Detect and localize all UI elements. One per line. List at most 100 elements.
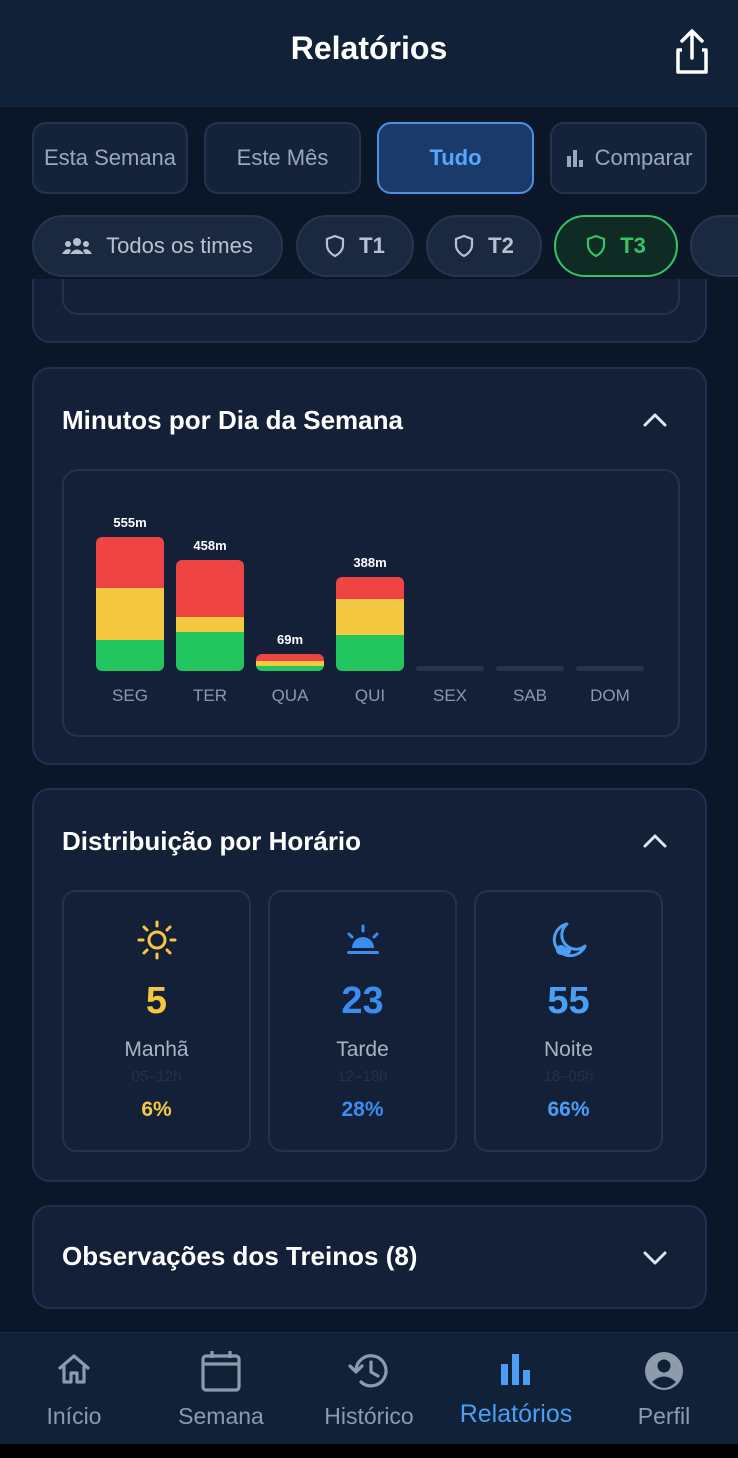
- day-label: DOM: [590, 686, 630, 705]
- history-icon: [348, 1354, 388, 1388]
- previous-card: [32, 279, 707, 343]
- nav-label: Semana: [178, 1403, 264, 1429]
- profile-icon: [645, 1352, 683, 1390]
- bar-segment: [336, 599, 404, 635]
- bar-segment: [176, 617, 244, 633]
- slot-count: 23: [341, 980, 384, 1022]
- slot-name: Noite: [543, 1038, 594, 1061]
- nav-label: Histórico: [324, 1403, 414, 1429]
- nav-historico[interactable]: Histórico: [295, 1333, 443, 1445]
- slot-count: 55: [547, 980, 590, 1022]
- bar-empty: [576, 666, 644, 671]
- bar-segment: [176, 560, 244, 618]
- bar-value-label: 388m: [353, 555, 387, 571]
- bar-segment: [96, 639, 164, 671]
- nav-inicio[interactable]: Início: [0, 1333, 148, 1445]
- chip-label: T1: [359, 233, 385, 258]
- share-icon: [676, 29, 708, 74]
- slot-range: 18–05h: [543, 1068, 594, 1085]
- page-title: Relatórios: [290, 30, 448, 66]
- tab-este-mes[interactable]: Este Mês: [204, 122, 361, 194]
- chevron-up-icon[interactable]: [641, 827, 669, 855]
- chip-label: Todos os times: [106, 233, 253, 258]
- chip-overflow[interactable]: [690, 215, 738, 277]
- slot-percent: 28%: [341, 1098, 384, 1121]
- app-header: Relatórios: [0, 0, 738, 107]
- shield-icon: [587, 234, 606, 258]
- bar: [96, 537, 164, 671]
- bar-value-label: 555m: [113, 515, 147, 530]
- slot-afternoon: 23 Tarde 12–18h 28%: [268, 890, 457, 1152]
- bar-segment: [336, 577, 404, 600]
- chip-label: T3: [620, 233, 646, 258]
- calendar-icon: [201, 1351, 241, 1392]
- bar: [336, 577, 404, 671]
- time-distribution-card: Distribuição por Horário 5 Manhã 05–12h: [32, 788, 707, 1182]
- bar-value-label: 69m: [276, 632, 304, 648]
- nav-semana[interactable]: Semana: [147, 1333, 295, 1445]
- chevron-down-icon[interactable]: [641, 1244, 669, 1272]
- slot-percent: 66%: [547, 1098, 590, 1121]
- chip-label: T2: [488, 233, 514, 258]
- slot-name: Tarde: [336, 1038, 389, 1061]
- tab-tudo[interactable]: Tudo: [377, 122, 534, 194]
- tab-label: Este Mês: [236, 145, 329, 170]
- nav-label: Perfil: [637, 1403, 691, 1429]
- sun-icon: [137, 920, 176, 960]
- training-notes-card[interactable]: Observações dos Treinos (8): [32, 1205, 707, 1309]
- weekday-minutes-card: Minutos por Dia da Semana 555m SEG 458m TER…: [32, 367, 707, 765]
- sunset-icon: [346, 924, 379, 954]
- system-bar: [0, 1444, 738, 1458]
- bar-empty: [496, 666, 564, 671]
- bar-segment: [176, 632, 244, 671]
- bar-segment: [256, 661, 324, 667]
- bottom-navigation: Início Semana Histórico: [0, 1332, 738, 1445]
- slot-count: 5: [145, 980, 168, 1022]
- groups-icon: [62, 238, 93, 254]
- bar-segment: [336, 634, 404, 671]
- day-label: TER: [193, 686, 227, 705]
- chip-t1[interactable]: T1: [296, 215, 414, 277]
- chip-t2[interactable]: T2: [426, 215, 542, 277]
- bar: [176, 560, 244, 671]
- bar-value-label: 458m: [193, 538, 227, 554]
- bar-segment: [256, 666, 324, 671]
- nav-label: Início: [46, 1403, 102, 1429]
- bar-segment: [96, 537, 164, 588]
- bar-chart-icon: [501, 1354, 530, 1385]
- slot-range: 05–12h: [131, 1068, 182, 1085]
- nav-label: Relatórios: [459, 1400, 573, 1428]
- moon-icon: [552, 922, 586, 958]
- team-filter-chips: Todos os times T1 T2 T3: [0, 215, 738, 279]
- share-button[interactable]: [668, 26, 716, 78]
- day-label: SAB: [512, 686, 548, 705]
- nav-perfil[interactable]: Perfil: [590, 1333, 738, 1445]
- tab-label: Esta Semana: [43, 145, 177, 170]
- bar: [256, 654, 324, 671]
- day-label: SEG: [112, 686, 148, 705]
- chip-todos-os-times[interactable]: Todos os times: [32, 215, 283, 277]
- weekday-chart: 555m SEG 458m TER 69m QUA 388m QUI SEX SAB DOM: [62, 469, 680, 737]
- card-title: Distribuição por Horário: [62, 826, 362, 856]
- slot-percent: 6%: [141, 1098, 172, 1121]
- slot-morning: 5 Manhã 05–12h 6%: [62, 890, 251, 1152]
- chip-t3[interactable]: T3: [554, 215, 678, 277]
- tab-esta-semana[interactable]: Esta Semana: [32, 122, 188, 194]
- bar-segment: [256, 654, 324, 662]
- card-title: Observações dos Treinos (8): [62, 1241, 418, 1271]
- bar-segment: [96, 587, 164, 640]
- card-title: Minutos por Dia da Semana: [62, 405, 403, 435]
- day-label: QUA: [271, 686, 309, 705]
- slot-night: 55 Noite 18–05h 66%: [474, 890, 663, 1152]
- slot-name: Manhã: [124, 1038, 189, 1061]
- day-label: QUI: [354, 686, 386, 705]
- home-icon: [58, 1354, 90, 1384]
- chevron-up-icon[interactable]: [641, 406, 669, 434]
- shield-icon: [326, 234, 345, 258]
- nav-relatorios[interactable]: Relatórios: [442, 1333, 590, 1445]
- day-label: SEX: [432, 686, 468, 705]
- report-content[interactable]: Minutos por Dia da Semana 555m SEG 458m TER…: [0, 279, 738, 1332]
- bar-chart-icon: [566, 150, 583, 167]
- tab-comparar[interactable]: Comparar: [550, 122, 707, 194]
- tab-label: Tudo: [429, 145, 482, 170]
